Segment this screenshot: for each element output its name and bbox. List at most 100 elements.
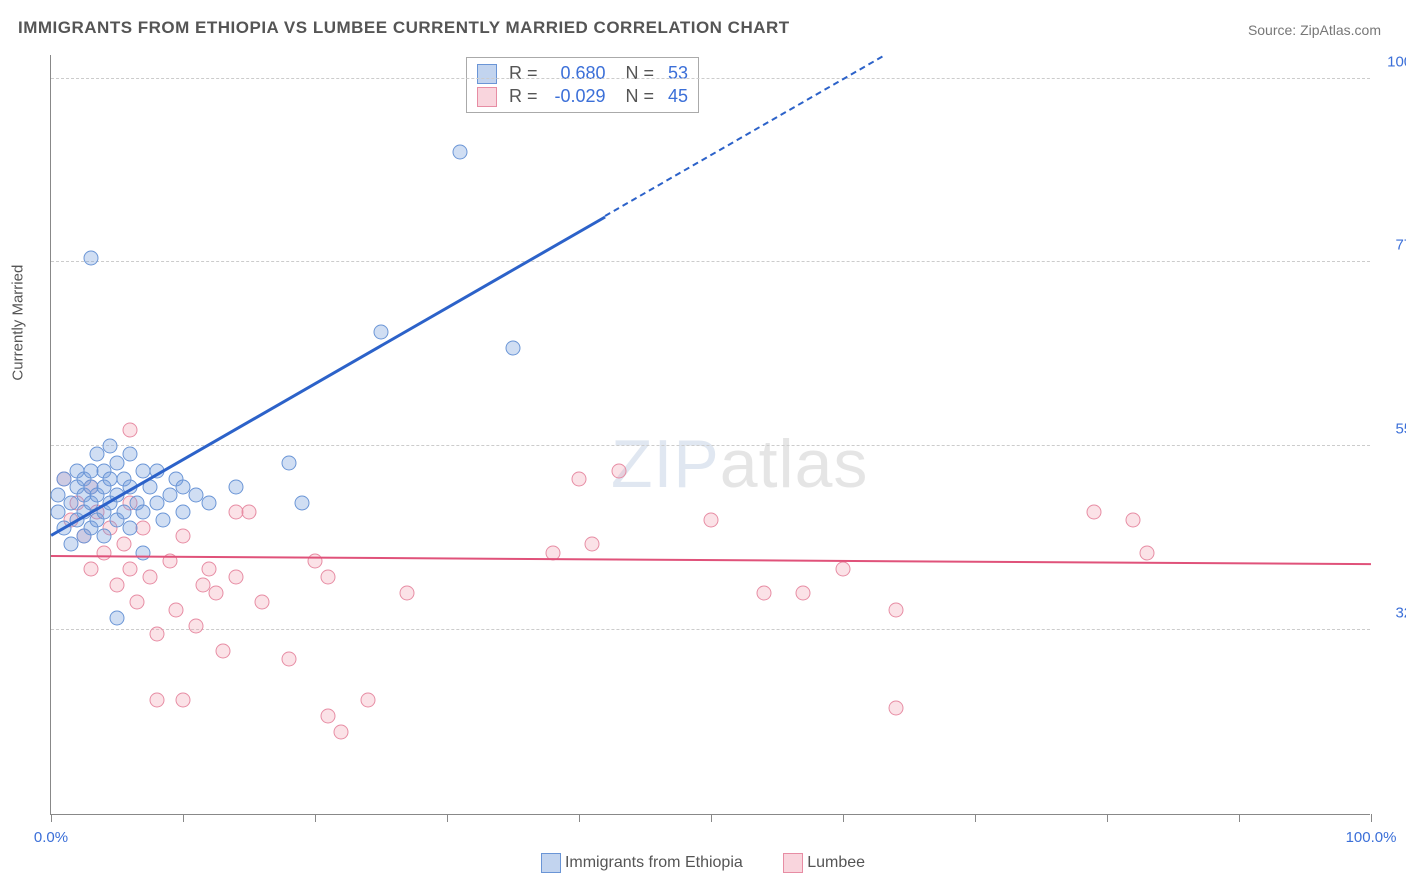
x-tick [711, 814, 712, 822]
data-point [96, 545, 111, 560]
grid-line [51, 445, 1370, 446]
data-point [116, 504, 131, 519]
data-point [756, 586, 771, 601]
data-point [704, 512, 719, 527]
data-point [888, 602, 903, 617]
data-point [360, 692, 375, 707]
legend-label-1: Immigrants from Ethiopia [565, 854, 743, 872]
data-point [110, 455, 125, 470]
x-tick-label: 100.0% [1346, 829, 1397, 846]
data-point [90, 447, 105, 462]
y-tick-label: 55.0% [1378, 421, 1406, 438]
x-tick [447, 814, 448, 822]
x-tick-label: 0.0% [34, 829, 68, 846]
data-point [321, 708, 336, 723]
data-point [1086, 504, 1101, 519]
data-point [228, 570, 243, 585]
r-value: 0.680 [546, 63, 606, 84]
data-point [202, 496, 217, 511]
swatch-blue-icon [541, 853, 561, 873]
n-value: 53 [668, 63, 688, 84]
grid-line [51, 261, 1370, 262]
data-point [116, 537, 131, 552]
data-point [176, 529, 191, 544]
r-label: R = [509, 63, 538, 84]
source-label: Source: [1248, 22, 1296, 38]
data-point [611, 463, 626, 478]
y-axis-label: Currently Married [10, 265, 27, 381]
r-label: R = [509, 86, 538, 107]
x-tick [1107, 814, 1108, 822]
data-point [374, 324, 389, 339]
data-point [103, 439, 118, 454]
data-point [400, 586, 415, 601]
data-point [242, 504, 257, 519]
data-point [169, 602, 184, 617]
data-point [136, 504, 151, 519]
data-point [209, 586, 224, 601]
swatch-pink-icon [477, 87, 497, 107]
data-point [255, 594, 270, 609]
data-point [281, 651, 296, 666]
data-point [1139, 545, 1154, 560]
grid-line [51, 629, 1370, 630]
swatch-blue-icon [477, 64, 497, 84]
data-point [176, 504, 191, 519]
data-point [149, 496, 164, 511]
data-point [215, 643, 230, 658]
data-point [334, 725, 349, 740]
bottom-legend: Immigrants from Ethiopia Lumbee [0, 853, 1406, 878]
data-point [228, 480, 243, 495]
data-point [572, 471, 587, 486]
data-point [1126, 512, 1141, 527]
data-point [585, 537, 600, 552]
data-point [50, 504, 65, 519]
legend-item-1: Immigrants from Ethiopia [541, 853, 743, 873]
data-point [149, 692, 164, 707]
data-point [110, 610, 125, 625]
data-point [83, 561, 98, 576]
data-point [888, 700, 903, 715]
plot-area: R = 0.680 N = 53 R = -0.029 N = 45 ZIPat… [50, 55, 1370, 815]
data-point [176, 692, 191, 707]
data-point [123, 447, 138, 462]
x-tick [1371, 814, 1372, 822]
data-point [202, 561, 217, 576]
data-point [162, 488, 177, 503]
r-value: -0.029 [546, 86, 606, 107]
data-point [149, 627, 164, 642]
n-label: N = [626, 63, 655, 84]
watermark: ZIPatlas [611, 425, 868, 503]
x-tick [51, 814, 52, 822]
data-point [123, 520, 138, 535]
x-tick [183, 814, 184, 822]
data-point [836, 561, 851, 576]
stats-row-1: R = 0.680 N = 53 [477, 62, 688, 85]
data-point [506, 341, 521, 356]
data-point [136, 520, 151, 535]
x-tick [579, 814, 580, 822]
data-point [83, 251, 98, 266]
data-point [189, 619, 204, 634]
n-value: 45 [668, 86, 688, 107]
data-point [294, 496, 309, 511]
chart-container: IMMIGRANTS FROM ETHIOPIA VS LUMBEE CURRE… [0, 0, 1406, 892]
data-point [308, 553, 323, 568]
data-point [110, 578, 125, 593]
swatch-pink-icon [783, 853, 803, 873]
grid-line [51, 78, 1370, 79]
x-tick [975, 814, 976, 822]
trend-line [50, 215, 606, 536]
source-name[interactable]: ZipAtlas.com [1300, 22, 1381, 38]
y-tick-label: 100.0% [1378, 53, 1406, 70]
stats-legend: R = 0.680 N = 53 R = -0.029 N = 45 [466, 57, 699, 113]
watermark-thin: atlas [720, 426, 869, 502]
data-point [96, 529, 111, 544]
trend-line [51, 555, 1371, 565]
y-tick-label: 32.5% [1378, 605, 1406, 622]
y-tick-label: 77.5% [1378, 237, 1406, 254]
data-point [136, 545, 151, 560]
data-point [796, 586, 811, 601]
watermark-bold: ZIP [611, 426, 720, 502]
n-label: N = [626, 86, 655, 107]
